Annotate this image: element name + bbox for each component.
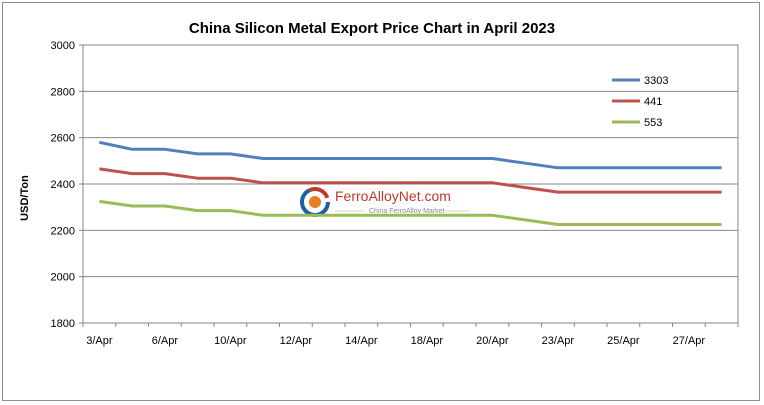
chart-title: China Silicon Metal Export Price Chart i… <box>189 20 555 37</box>
x-tick-label: 12/Apr <box>280 335 313 347</box>
ferroalloynet-logo <box>300 187 330 217</box>
y-axis-label: USD/Ton <box>19 175 31 221</box>
y-tick-label: 3000 <box>51 40 75 52</box>
watermark: FerroAlloyNet.com China FerroAlloy Marke… <box>300 187 470 217</box>
x-tick-label: 10/Apr <box>214 335 247 347</box>
x-tick-label: 25/Apr <box>607 335 640 347</box>
x-tick-label: 3/Apr <box>86 335 113 347</box>
x-tick-label: 6/Apr <box>152 335 179 347</box>
series-line-553 <box>99 199 722 226</box>
x-tick-label: 20/Apr <box>476 335 509 347</box>
x-tick-label: 23/Apr <box>542 335 575 347</box>
legend: 3303 441 553 <box>612 75 668 129</box>
x-tick-label: 27/Apr <box>673 335 706 347</box>
y-tick-label: 2200 <box>51 225 75 237</box>
legend-label-553: 553 <box>644 117 662 129</box>
legend-label-441: 441 <box>644 96 662 108</box>
x-tick-label: 18/Apr <box>411 335 444 347</box>
series-line-3303 <box>99 140 722 170</box>
chart-frame <box>2 2 760 401</box>
watermark-subtext: China FerroAlloy Market <box>369 208 445 215</box>
x-tick-label: 14/Apr <box>345 335 378 347</box>
y-tick-label: 2000 <box>51 272 75 284</box>
x-axis: 3/Apr 6/Apr 10/Apr 12/Apr 14/Apr 18/Apr 20/Apr… <box>82 323 739 347</box>
series-lines <box>99 140 722 226</box>
y-tick-label: 2800 <box>51 86 75 98</box>
y-tick-label: 2400 <box>51 179 75 191</box>
y-tick-label: 1800 <box>51 318 75 330</box>
series-line-441 <box>99 167 722 194</box>
y-tick-label: 2600 <box>51 133 75 145</box>
watermark-text: FerroAlloyNet.com <box>335 188 451 204</box>
legend-label-3303: 3303 <box>644 75 668 87</box>
y-axis: 1800 2000 2200 2400 2600 2800 3000 <box>51 40 83 330</box>
